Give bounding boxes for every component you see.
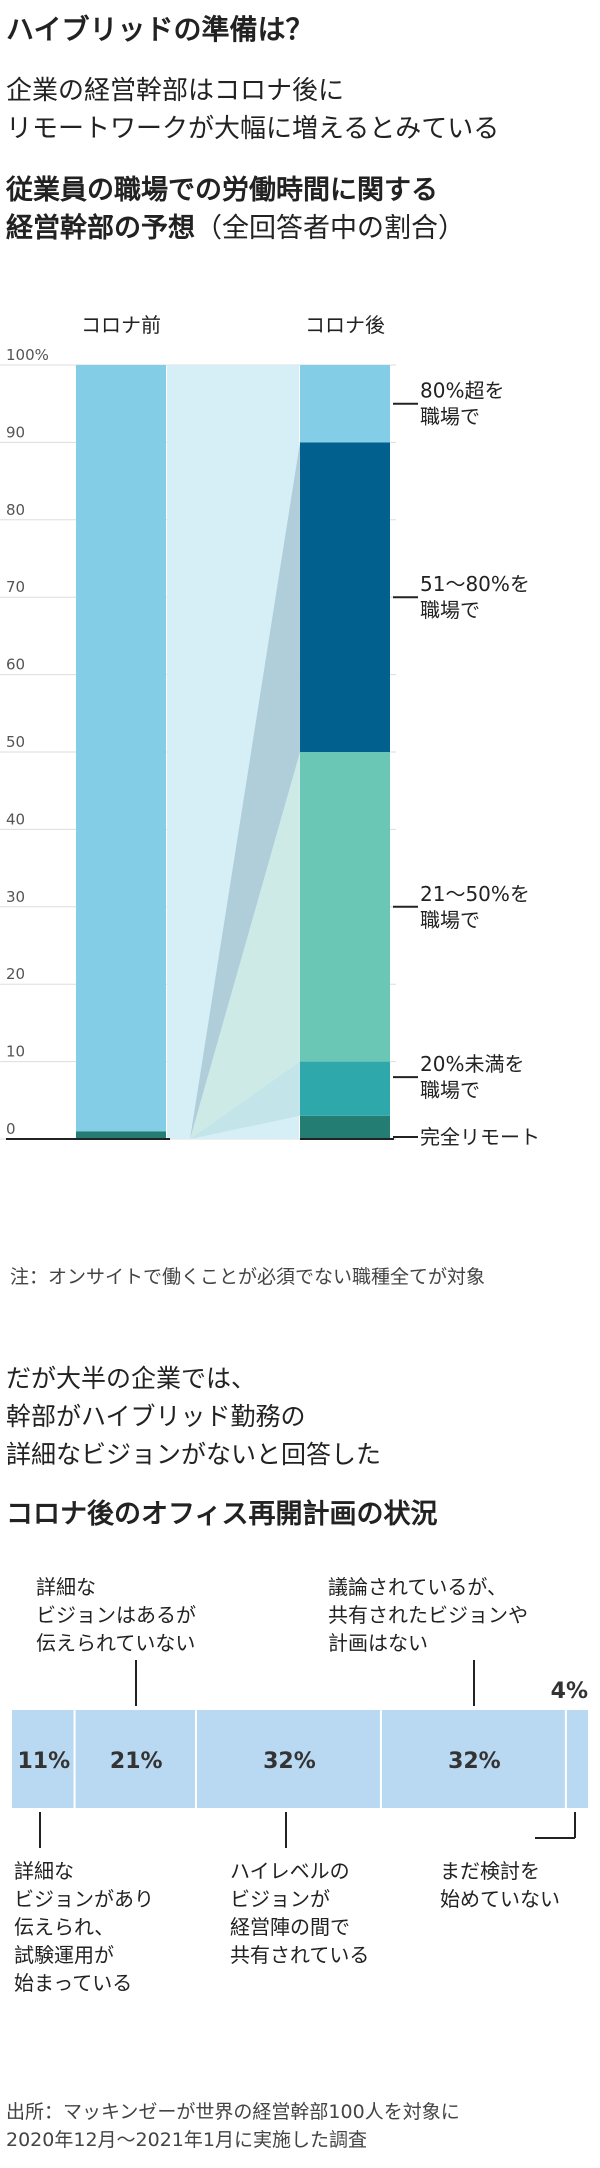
band-segment [566, 1710, 588, 1808]
subtitle-line: 企業の経営幹部はコロナ後に [6, 76, 345, 106]
segment-value-label: 32% [448, 1749, 501, 1774]
chart1-bars [6, 365, 394, 1140]
segment-category-label: 詳細な [14, 1859, 74, 1883]
y-tick-label: 20 [6, 965, 25, 983]
y-tick-label: 50 [6, 733, 25, 751]
chart1-heading: 従業員の職場での労働時間に関する 経営幹部の予想（全回答者中の割合） [6, 172, 596, 248]
chart1-y-axis: 100% 90 80 70 60 50 40 30 20 10 0 [6, 346, 49, 1138]
stacked-bar-chart: 100% 90 80 70 60 50 40 30 20 10 0 コロナ前 コロナ後 完全リモート 2… [0, 313, 540, 1149]
legend-label: 職場で [420, 405, 480, 429]
horizontal-stacked-bar: 11%詳細なビジョンがあり伝えられ、試験運用が始まっている21%詳細なビジョンは… [12, 1570, 588, 1995]
legend-label: 51～80%を [420, 572, 530, 596]
segment-category-label: 経営陣の間で [230, 1915, 350, 1939]
y-tick-label: 80 [6, 501, 25, 519]
y-tick-label: 90 [6, 423, 25, 441]
chart1-heading-bold: 経営幹部の予想 [6, 213, 195, 244]
y-tick-label: 10 [6, 1043, 25, 1061]
source-note: 出所：マッキンゼーが世界の経営幹部100人を対象に 2020年12月～2021年… [6, 2098, 596, 2154]
segment-category-label: 伝えられ、 [14, 1915, 114, 1939]
chart2-heading: コロナ後のオフィス再開計画の状況 [6, 1499, 438, 1530]
y-tick-label: 30 [6, 888, 25, 906]
y-tick-label: 100% [6, 346, 49, 364]
chart1-flows [167, 365, 300, 1139]
flow-wedge [190, 1061, 300, 1139]
segment-category-label: まだ検討を [440, 1859, 540, 1883]
legend-label: 20%未満を [420, 1052, 524, 1076]
body-text-line: 詳細なビジョンがないと回答した [6, 1440, 382, 1469]
band-segment [196, 1710, 380, 1808]
segment-category-label: 始まっている [14, 1971, 132, 1995]
body-text: だが大半の企業では、 幹部がハイブリッド勤務の 詳細なビジョンがないと回答した [6, 1360, 596, 1474]
chart1-categories: コロナ前 コロナ後 [81, 313, 385, 337]
legend-label: 職場で [420, 908, 480, 932]
source-line: 出所：マッキンゼーが世界の経営幹部100人を対象に [6, 2101, 460, 2123]
legend-label: 21～50%を [420, 882, 530, 906]
bar-segment [300, 442, 390, 752]
bar-segment [76, 1131, 166, 1139]
segment-category-label: ハイレベルの [230, 1859, 350, 1883]
y-tick-label: 70 [6, 578, 25, 596]
band-segment [75, 1710, 195, 1808]
body-text-line: 幹部がハイブリッド勤務の [6, 1402, 306, 1431]
segment-category-label: 共有されている [230, 1943, 369, 1967]
segment-category-label: 始めていない [440, 1887, 560, 1911]
y-tick-label: 60 [6, 656, 25, 674]
segment-category-label: 伝えられていない [36, 1631, 195, 1655]
legend-label: 職場で [420, 598, 480, 622]
segment-category-label: ビジョンはあるが [36, 1603, 196, 1627]
segment-category-label: ビジョンが [230, 1887, 330, 1911]
y-tick-label: 40 [6, 810, 25, 828]
body-text-line: だが大半の企業では、 [6, 1364, 257, 1393]
subtitle-line: リモートワークが大幅に増えるとみている [6, 114, 500, 144]
bar-segment [300, 1115, 390, 1139]
page-title: ハイブリッドの準備は？ [6, 13, 314, 46]
bar-segment [76, 365, 166, 1132]
chart1-legend: 完全リモート20%未満を職場で21～50%を職場で51～80%を職場で80%超を… [393, 379, 540, 1149]
source-line: 2020年12月～2021年1月に実施した調査 [6, 2129, 367, 2151]
segment-category-label: 詳細な [36, 1575, 96, 1599]
chart1-heading-line: 従業員の職場での労働時間に関する [6, 175, 438, 206]
band-segment [381, 1710, 565, 1808]
category-label: コロナ後 [305, 313, 385, 337]
segment-value-label: 11% [17, 1749, 70, 1774]
page-subtitle: 企業の経営幹部はコロナ後に リモートワークが大幅に増えるとみている [6, 72, 596, 148]
legend-label: 80%超を [420, 379, 504, 403]
segment-category-label: コンセプトは [328, 1570, 448, 1571]
legend-label: 職場で [420, 1078, 480, 1102]
legend-label: 完全リモート [420, 1125, 540, 1149]
bar-segment [300, 365, 390, 443]
chart2-band [12, 1710, 588, 1808]
chart1-note: 注：オンサイトで働くことが必須でない職種全てが対象 [10, 1266, 486, 1288]
segment-category-label: 試験運用が [14, 1943, 114, 1967]
chart1-heading-line: 経営幹部の予想（全回答者中の割合） [6, 210, 596, 248]
segment-category-label: 計画はない [328, 1631, 428, 1655]
band-segment [12, 1710, 74, 1808]
category-label: コロナ前 [81, 313, 161, 337]
segment-category-label: 共有されたビジョンや [328, 1603, 528, 1627]
segment-value-label: 21% [110, 1749, 163, 1774]
segment-category-label: 議論されているが、 [328, 1575, 507, 1599]
segment-category-label: ビジョンがあり [14, 1887, 154, 1911]
segment-value-label: 4% [551, 1679, 588, 1704]
segment-value-label: 32% [263, 1749, 316, 1774]
bar-segment [300, 752, 390, 1062]
y-tick-label: 0 [6, 1120, 16, 1138]
chart2-labels: 11%詳細なビジョンがあり伝えられ、試験運用が始まっている21%詳細なビジョンは… [14, 1570, 588, 1995]
chart1-heading-suffix: （全回答者中の割合） [195, 213, 465, 244]
bar-segment [300, 1061, 390, 1116]
